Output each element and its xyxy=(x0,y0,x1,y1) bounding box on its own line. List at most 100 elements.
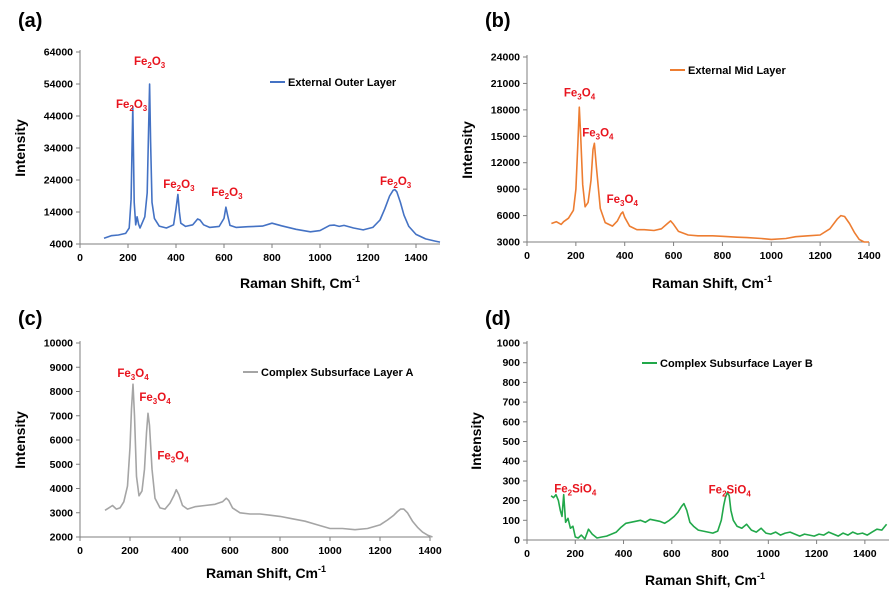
y-tick-label: 100 xyxy=(502,515,520,527)
x-tick-label: 1000 xyxy=(760,250,784,262)
x-tick-label: 200 xyxy=(567,548,585,560)
legend-label: External Outer Layer xyxy=(288,77,397,89)
y-tick-label: 9000 xyxy=(497,184,521,196)
y-tick-label: 64000 xyxy=(44,47,73,59)
annotation-element: O xyxy=(135,368,144,380)
x-axis-title-superscript: -1 xyxy=(757,571,765,581)
y-tick-label: 500 xyxy=(502,436,520,448)
annotation-subscript: 2 xyxy=(722,490,727,499)
x-axis-title-text: Raman Shift, Cm xyxy=(206,565,318,581)
panel-label: (b) xyxy=(485,10,511,32)
annotation-subscript: 3 xyxy=(161,61,166,70)
annotation-element: Fe xyxy=(134,56,147,68)
x-axis-title-superscript: -1 xyxy=(352,274,360,284)
y-tick-label: 10000 xyxy=(44,338,73,350)
y-tick-label: 9000 xyxy=(50,362,74,374)
annotation-element: Fe xyxy=(564,88,577,100)
annotation-element: O xyxy=(625,194,634,206)
x-axis-title: Raman Shift, Cm-1 xyxy=(206,564,326,581)
x-tick-label: 1000 xyxy=(308,252,332,264)
annotation-element: Fe xyxy=(582,127,595,139)
chart-panel-1: (a) 4000 14000 24000 34000 44000 54000 64000 0 20… xyxy=(12,10,441,291)
chart-panel-3: (c)2000300040005000600070008000900010000… xyxy=(12,308,442,581)
y-tick-label: 4000 xyxy=(50,483,74,495)
x-axis-title-text: Raman Shift, Cm xyxy=(652,275,764,291)
x-tick-label: 400 xyxy=(616,250,634,262)
x-axis-title-text: Raman Shift, Cm xyxy=(645,572,757,588)
annotation-element: O xyxy=(134,99,143,111)
x-tick-label: 1000 xyxy=(757,548,781,560)
annotation-element: Fe xyxy=(163,179,176,191)
y-tick-label: 7000 xyxy=(50,410,74,422)
x-axis-title: Raman Shift, Cm-1 xyxy=(240,274,360,291)
y-axis-title: Intensity xyxy=(468,412,484,470)
annotation-subscript: 3 xyxy=(143,104,148,113)
x-tick-label: 800 xyxy=(263,252,281,264)
chart-panel-4: (d) 0 100 200 300 400 500 600 700 800 900 1000 0 200 4… xyxy=(468,308,889,588)
peak-annotation: Fe3O4 xyxy=(157,450,189,464)
annotation-subscript: 3 xyxy=(238,192,243,201)
y-tick-label: 3000 xyxy=(50,507,74,519)
peak-annotation: Fe3O4 xyxy=(607,194,639,208)
legend-label: Complex Subsurface Layer A xyxy=(261,367,413,379)
annotation-subscript: 4 xyxy=(746,490,751,499)
x-tick-label: 200 xyxy=(121,545,139,557)
y-tick-label: 6000 xyxy=(50,435,74,447)
annotation-element: Fe xyxy=(554,484,567,496)
y-tick-label: 800 xyxy=(502,377,520,389)
series-line xyxy=(103,83,441,243)
x-tick-label: 1000 xyxy=(318,545,342,557)
y-tick-label: 600 xyxy=(502,416,520,428)
annotation-subscript: 2 xyxy=(177,184,182,193)
y-tick-label: 5000 xyxy=(50,459,74,471)
chart-panel-2: (b)3000600090001200015000180002100024000… xyxy=(459,10,881,291)
annotation-element: O xyxy=(398,176,407,188)
y-tick-label: 400 xyxy=(502,456,520,468)
x-axis-title-superscript: -1 xyxy=(764,274,772,284)
x-tick-label: 1200 xyxy=(356,252,380,264)
annotation-subscript: 2 xyxy=(225,192,230,201)
x-tick-label: 400 xyxy=(615,548,633,560)
y-tick-label: 4000 xyxy=(50,239,74,251)
y-tick-label: 24000 xyxy=(44,175,73,187)
series-line xyxy=(550,491,888,540)
annotation-element: O xyxy=(175,450,184,462)
peak-annotation: Fe3O4 xyxy=(139,392,171,406)
annotation-element: Fe xyxy=(380,176,393,188)
x-tick-label: 0 xyxy=(524,548,530,560)
x-tick-label: 0 xyxy=(77,252,83,264)
y-tick-label: 34000 xyxy=(44,143,73,155)
annotation-subscript: 2 xyxy=(129,104,134,113)
x-tick-label: 800 xyxy=(714,250,732,262)
annotation-element: Fe xyxy=(211,187,224,199)
annotation-subscript: 4 xyxy=(166,397,171,406)
y-tick-label: 900 xyxy=(502,357,520,369)
panel-label: (a) xyxy=(18,10,42,32)
y-tick-label: 12000 xyxy=(491,157,520,169)
x-tick-label: 1200 xyxy=(808,250,832,262)
panel-label: (d) xyxy=(485,308,511,330)
annotation-element: SiO xyxy=(572,484,592,496)
panel-label: (c) xyxy=(18,308,42,330)
x-axis-title: Raman Shift, Cm-1 xyxy=(645,571,765,588)
annotation-element: Fe xyxy=(709,485,722,497)
annotation-subscript: 4 xyxy=(591,93,596,102)
peak-annotation: Fe3O4 xyxy=(564,88,596,102)
annotation-subscript: 4 xyxy=(592,489,597,498)
x-tick-label: 800 xyxy=(271,545,289,557)
y-tick-label: 15000 xyxy=(491,131,520,143)
x-tick-label: 400 xyxy=(167,252,185,264)
x-tick-label: 600 xyxy=(663,548,681,560)
annotation-subscript: 4 xyxy=(184,455,189,464)
peak-annotation: Fe2O3 xyxy=(116,99,148,113)
annotation-element: O xyxy=(181,179,190,191)
peak-annotation: Fe3O4 xyxy=(582,127,614,141)
x-tick-label: 1400 xyxy=(857,250,881,262)
annotation-subscript: 4 xyxy=(633,199,638,208)
annotation-element: O xyxy=(229,187,238,199)
y-tick-label: 54000 xyxy=(44,79,73,91)
y-tick-label: 700 xyxy=(502,397,520,409)
x-axis-title-text: Raman Shift, Cm xyxy=(240,275,352,291)
annotation-subscript: 3 xyxy=(620,199,625,208)
